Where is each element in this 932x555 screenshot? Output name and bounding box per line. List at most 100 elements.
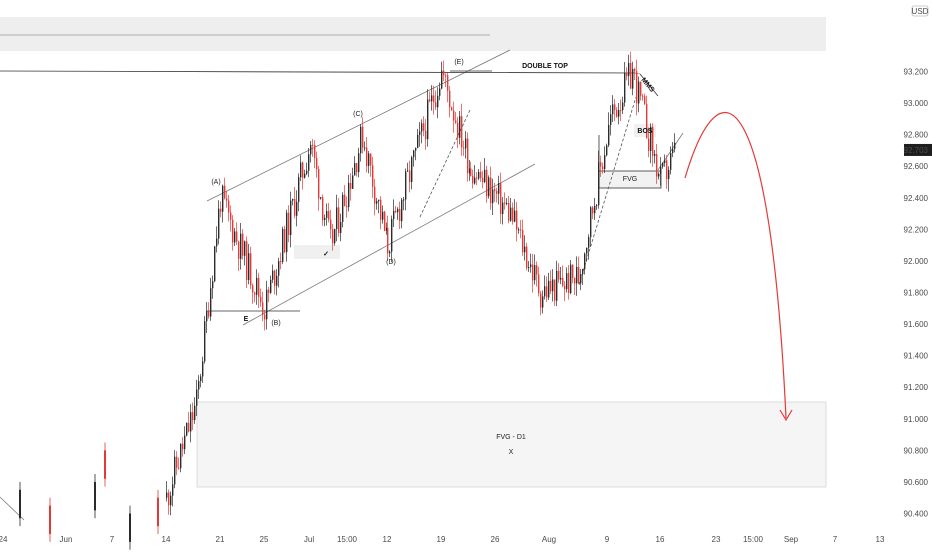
candle-body: [445, 75, 447, 77]
candle-body: [318, 169, 320, 199]
candle-body: [594, 205, 596, 214]
candle-body: [465, 138, 467, 149]
candle-body: [504, 202, 506, 204]
candle-body: [522, 230, 524, 253]
x-tick-label: 16: [656, 535, 665, 544]
candle-body: [552, 279, 554, 292]
y-tick-label: 91.200: [904, 383, 929, 392]
candle-body: [176, 456, 178, 468]
candle-body: [184, 435, 186, 450]
double-top-label: DOUBLE TOP: [522, 63, 568, 70]
candle-body: [346, 206, 348, 208]
candle-body: [222, 185, 224, 212]
candle-body: [254, 292, 256, 295]
candle-body: [264, 314, 266, 320]
candle-body: [439, 88, 441, 96]
candle-body: [403, 199, 405, 201]
candle-body: [421, 123, 423, 132]
candle-body: [536, 265, 538, 275]
candle-body: [566, 273, 568, 290]
candle-body: [650, 126, 652, 151]
candle-body: [260, 296, 262, 303]
candle-body: [248, 253, 250, 281]
candle-body: [544, 286, 546, 297]
candle-body: [482, 177, 484, 182]
candle-body: [391, 219, 393, 252]
candle-body: [208, 311, 210, 317]
candle-body: [596, 205, 598, 207]
candle-body: [393, 210, 395, 220]
candle-body: [268, 289, 270, 293]
candle-body: [586, 247, 588, 254]
x-tick-label: 12: [383, 535, 392, 544]
wave-label-d: (D): [386, 259, 396, 266]
x-tick-label: 24: [0, 535, 8, 544]
candle-body: [668, 169, 670, 180]
candle-body: [129, 513, 131, 542]
candle-body: [626, 72, 628, 77]
candle-body: [198, 381, 200, 390]
candle-body: [238, 241, 240, 259]
candle-body: [328, 211, 330, 220]
y-tick-label: 93.000: [904, 99, 929, 108]
candle-body: [564, 285, 566, 290]
candle-body: [646, 103, 648, 139]
y-tick-label: 92.400: [904, 194, 929, 203]
candle-body: [447, 75, 449, 91]
candle-body: [290, 200, 292, 236]
x-tick-label: Jul: [304, 535, 314, 544]
candle-body: [484, 169, 486, 182]
candle-body: [242, 233, 244, 256]
background-layer: [0, 17, 826, 51]
candle-body: [472, 175, 474, 184]
candle-body: [469, 168, 471, 174]
candle-body: [332, 229, 334, 244]
e-label: E: [244, 316, 249, 323]
candle-body: [362, 126, 364, 148]
candle-body: [672, 148, 674, 154]
candle-body: [616, 110, 618, 117]
x-tick-label: 21: [216, 535, 225, 544]
candle-body: [372, 165, 374, 187]
y-tick-label: 91.000: [904, 415, 929, 424]
candle-body: [324, 217, 326, 221]
candle-body: [210, 288, 212, 317]
candle-body: [496, 191, 498, 194]
candle-body: [180, 443, 182, 469]
x-tick-label: 7: [110, 535, 115, 544]
x-tick-label: 14: [162, 535, 171, 544]
y-tick-label: 91.600: [904, 320, 929, 329]
candle-body: [510, 207, 512, 221]
candle-body: [425, 130, 427, 140]
axes-layer: 93.200 93.000 92.800 92.600 92.400 92.200 92.0…: [0, 5, 932, 544]
candle-body: [226, 198, 228, 201]
candle-body: [200, 376, 202, 382]
candle-body: [670, 153, 672, 170]
y-tick-label: 91.800: [904, 289, 929, 298]
candle-body: [590, 207, 592, 238]
candle-body: [374, 186, 376, 204]
candle-body: [576, 266, 578, 284]
candle-body: [232, 219, 234, 243]
candle-body: [407, 170, 409, 172]
candle-body: [220, 208, 222, 212]
candle-body: [364, 147, 366, 149]
candle-body: [457, 122, 459, 138]
candle-body: [618, 109, 620, 117]
candle-body: [202, 361, 204, 377]
candle-body: [234, 231, 236, 243]
candle-body: [384, 211, 386, 231]
candle-body: [580, 274, 582, 284]
candle-body: [322, 197, 324, 221]
candle-body: [540, 293, 542, 308]
candle-body: [214, 246, 216, 282]
candle-body: [399, 208, 401, 222]
candle-body: [401, 199, 403, 222]
candle-body: [286, 212, 288, 253]
candle-body: [584, 253, 586, 270]
candle-body: [192, 412, 194, 421]
candle-body: [423, 123, 425, 131]
candle-body: [508, 202, 510, 221]
